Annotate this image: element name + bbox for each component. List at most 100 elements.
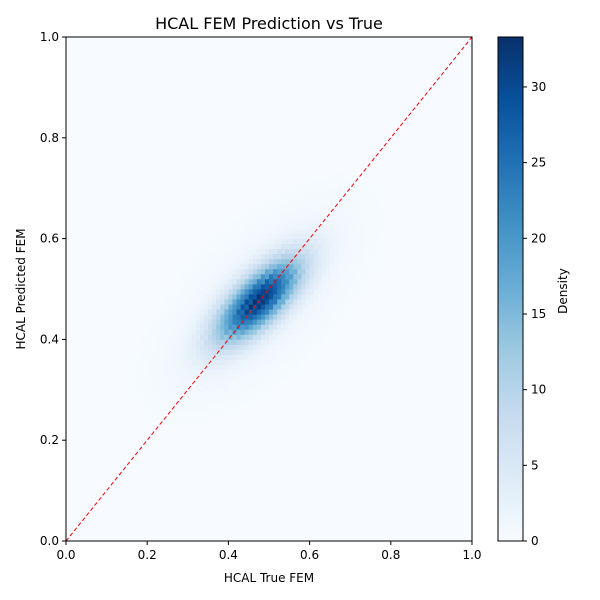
heatmap-cell xyxy=(256,364,262,371)
heatmap-cell xyxy=(346,304,351,310)
heatmap-cell xyxy=(159,364,164,371)
heatmap-cell xyxy=(236,218,241,224)
heatmap-cell xyxy=(301,349,306,355)
heatmap-cell xyxy=(143,354,148,360)
heatmap-cell xyxy=(305,273,310,280)
heatmap-cell xyxy=(232,218,237,224)
heatmap-cell xyxy=(273,319,278,325)
heatmap-cell xyxy=(244,283,250,290)
heatmap-cell xyxy=(244,394,250,401)
heatmap-cell xyxy=(374,238,380,245)
heatmap-cell xyxy=(159,369,164,376)
heatmap-cell xyxy=(264,248,270,255)
heatmap-cell xyxy=(175,384,181,391)
heatmap-cell xyxy=(346,299,351,305)
heatmap-cell xyxy=(378,208,384,214)
heatmap-cell xyxy=(264,309,270,315)
heatmap-cell xyxy=(269,309,274,315)
heatmap-cell xyxy=(232,304,237,310)
heatmap-cell xyxy=(277,278,282,285)
heatmap-cell xyxy=(232,309,237,315)
heatmap-cell xyxy=(293,203,298,209)
heatmap-cell xyxy=(305,198,310,204)
heatmap-cell xyxy=(252,238,258,245)
heatmap-cell xyxy=(313,283,319,290)
heatmap-cell xyxy=(358,278,363,285)
heatmap-cell xyxy=(183,294,189,300)
heatmap-cell xyxy=(354,198,359,204)
heatmap-cell xyxy=(224,304,229,310)
heatmap-cell xyxy=(313,258,319,265)
heatmap-cell xyxy=(208,364,213,371)
heatmap-cell xyxy=(350,273,355,280)
heatmap-cell xyxy=(338,299,343,305)
heatmap-cell xyxy=(256,203,262,209)
heatmap-cell xyxy=(204,258,209,265)
heatmap-cell xyxy=(220,324,225,330)
heatmap-cell xyxy=(191,273,197,280)
heatmap-cell xyxy=(244,218,250,224)
heatmap-cell xyxy=(342,223,347,229)
heatmap-cell xyxy=(187,404,193,411)
heatmap-cell xyxy=(147,399,152,406)
heatmap-cell xyxy=(191,409,197,416)
heatmap-cell xyxy=(264,384,270,391)
heatmap-cell xyxy=(220,273,225,280)
heatmap-cell xyxy=(273,299,278,305)
heatmap-cell xyxy=(183,334,189,340)
heatmap-cell xyxy=(317,183,323,189)
heatmap-cell xyxy=(195,299,201,305)
heatmap-cell xyxy=(236,354,241,360)
heatmap-cell xyxy=(199,329,205,335)
heatmap-cell xyxy=(163,334,168,340)
heatmap-cell xyxy=(236,233,241,239)
heatmap-cell xyxy=(305,208,310,214)
heatmap-cell xyxy=(199,404,205,411)
heatmap-cell xyxy=(228,359,233,365)
heatmap-cell xyxy=(329,324,335,330)
heatmap-cell xyxy=(305,243,310,250)
heatmap-cell xyxy=(195,344,201,350)
heatmap-cell xyxy=(204,344,209,350)
heatmap-cell xyxy=(329,283,335,290)
heatmap-cell xyxy=(212,409,217,416)
heatmap-cell xyxy=(208,299,213,305)
heatmap-cell xyxy=(248,238,254,245)
heatmap-cell xyxy=(232,344,237,350)
heatmap-cell xyxy=(277,304,282,310)
heatmap-cell xyxy=(297,319,302,325)
heatmap-cell xyxy=(248,273,254,280)
heatmap-cell xyxy=(175,294,181,300)
heatmap-cell xyxy=(175,289,181,295)
heatmap-cell xyxy=(252,379,258,386)
heatmap-cell xyxy=(248,354,254,360)
heatmap-cell xyxy=(285,208,290,214)
heatmap-cell xyxy=(224,384,229,391)
heatmap-cell xyxy=(155,394,160,401)
heatmap-cell xyxy=(264,354,270,360)
heatmap-cell xyxy=(216,334,221,340)
heatmap-cell xyxy=(167,294,172,300)
heatmap-cell xyxy=(191,374,197,381)
x-tick-label: 0.0 xyxy=(56,548,75,562)
heatmap-cell xyxy=(313,309,319,315)
heatmap-cell xyxy=(269,294,274,300)
heatmap-cell xyxy=(313,339,319,345)
heatmap-cell xyxy=(163,339,168,345)
heatmap-cell xyxy=(212,384,217,391)
heatmap-cell xyxy=(212,243,217,250)
heatmap-cell xyxy=(163,319,168,325)
heatmap-cell xyxy=(195,354,201,360)
heatmap-cell xyxy=(199,409,205,416)
heatmap-cell xyxy=(370,203,375,209)
heatmap-cell xyxy=(228,304,233,310)
heatmap-cell xyxy=(285,359,290,365)
heatmap-cell xyxy=(277,268,282,275)
heatmap-cell xyxy=(232,359,237,365)
heatmap-cell xyxy=(313,314,319,320)
heatmap-cell xyxy=(187,283,193,290)
heatmap-cell xyxy=(301,263,306,270)
heatmap-cell xyxy=(240,309,246,315)
heatmap-cell xyxy=(329,193,335,199)
